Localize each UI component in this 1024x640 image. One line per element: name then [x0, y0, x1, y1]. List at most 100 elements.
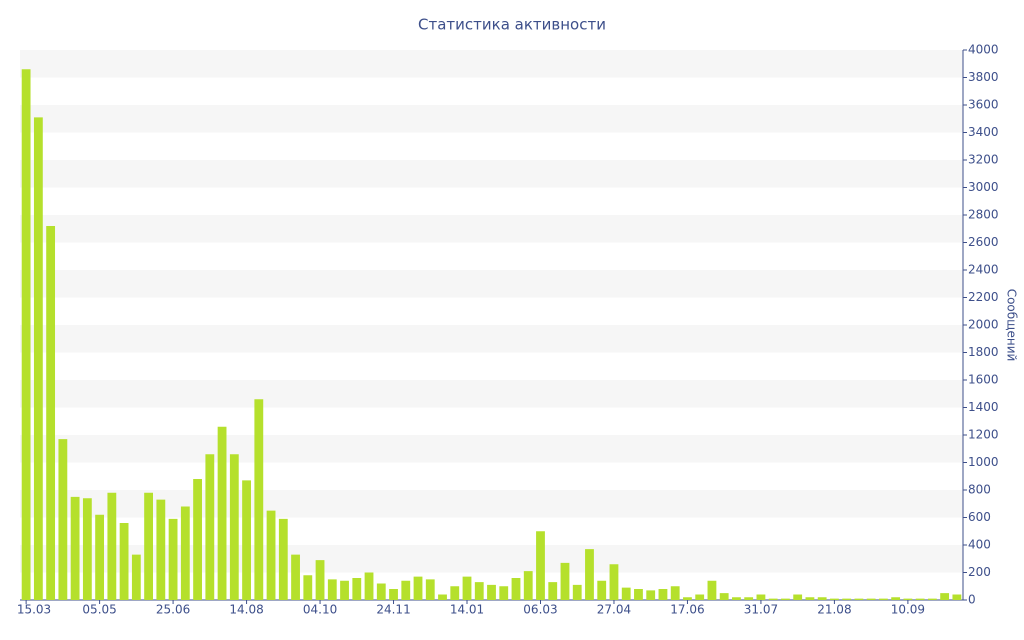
bar: [229, 454, 239, 600]
x-tick-label: 14.08: [229, 603, 263, 617]
bar: [425, 579, 435, 600]
y-tick-label: 2200: [968, 290, 999, 304]
bar: [144, 492, 153, 600]
y-tick-label: 3600: [968, 98, 999, 112]
bar: [450, 586, 460, 600]
bar: [21, 69, 31, 600]
bar: [768, 598, 778, 600]
bar: [82, 498, 92, 600]
bar: [340, 580, 349, 600]
bar: [389, 589, 398, 600]
bar: [915, 598, 925, 600]
y-tick-label: 1400: [968, 400, 999, 414]
bar: [46, 226, 56, 600]
bar: [33, 117, 43, 600]
bar: [156, 499, 166, 600]
y-tick-label: 3800: [968, 70, 999, 84]
bar: [781, 598, 790, 600]
bar: [291, 554, 300, 600]
x-tick-label: 06.03: [523, 603, 557, 617]
bar: [266, 510, 276, 600]
bar: [487, 584, 496, 600]
bar: [927, 598, 937, 600]
y-tick-label: 2400: [968, 263, 999, 277]
bar: [634, 589, 643, 600]
bar: [830, 598, 839, 600]
x-tick-label: 10.09: [891, 603, 925, 617]
bar: [168, 518, 178, 600]
bar: [413, 576, 423, 600]
bar: [499, 586, 509, 600]
grid-band: [20, 490, 963, 518]
bar: [352, 578, 362, 600]
bar: [695, 594, 705, 600]
bar: [658, 589, 668, 600]
bar: [107, 492, 117, 600]
bar: [903, 598, 913, 600]
bar: [670, 586, 680, 600]
x-tick-label: 04.10: [303, 603, 337, 617]
x-tick-label: 15.03: [17, 603, 51, 617]
bar: [572, 584, 582, 600]
y-tick-label: 3400: [968, 125, 999, 139]
x-tick-label: 27.04: [597, 603, 631, 617]
bar: [364, 572, 374, 600]
grid-band: [20, 215, 963, 243]
bar: [609, 564, 619, 600]
bar: [756, 594, 766, 600]
x-tick-label: 31.07: [744, 603, 778, 617]
bar: [585, 549, 594, 600]
bar: [315, 560, 325, 600]
grid-band: [20, 325, 963, 353]
y-tick-label: 3000: [968, 180, 999, 194]
bar: [548, 582, 558, 600]
bar: [597, 580, 607, 600]
y-tick-label: 4000: [968, 43, 999, 57]
bar: [180, 506, 190, 600]
bar: [205, 454, 215, 600]
bar: [523, 571, 533, 600]
y-tick-label: 2000: [968, 318, 999, 332]
grid-band: [20, 160, 963, 188]
bar: [278, 518, 288, 600]
x-tick-label: 14.01: [450, 603, 484, 617]
bar: [793, 594, 803, 600]
y-axis-label: Сообщений: [1005, 289, 1019, 362]
grid-band: [20, 50, 963, 78]
bar: [303, 575, 313, 600]
bar: [474, 582, 484, 600]
bar: [536, 531, 545, 600]
grid-band: [20, 380, 963, 408]
bar: [511, 578, 521, 600]
y-tick-label: 0: [968, 593, 976, 607]
y-tick-label: 200: [968, 565, 991, 579]
bar: [719, 593, 729, 600]
grid-band: [20, 270, 963, 298]
bar: [940, 593, 950, 600]
y-tick-label: 600: [968, 510, 991, 524]
bar: [95, 514, 105, 600]
y-tick-label: 800: [968, 483, 991, 497]
y-tick-label: 2600: [968, 235, 999, 249]
x-tick-label: 21.08: [817, 603, 851, 617]
bar: [707, 580, 717, 600]
y-tick-label: 2800: [968, 208, 999, 222]
y-tick-label: 400: [968, 538, 991, 552]
bar: [217, 426, 227, 600]
x-tick-label: 25.06: [156, 603, 190, 617]
y-tick-label: 1600: [968, 373, 999, 387]
y-tick-label: 1000: [968, 455, 999, 469]
x-tick-label: 17.06: [670, 603, 704, 617]
grid-band: [20, 435, 963, 463]
bar: [254, 399, 264, 600]
bar: [193, 479, 202, 600]
bar: [842, 598, 852, 600]
bar: [854, 598, 864, 600]
bar: [58, 439, 68, 600]
bar: [70, 496, 80, 600]
bar: [462, 576, 472, 600]
bar: [646, 590, 656, 600]
bar: [560, 562, 570, 600]
x-tick-label: 05.05: [82, 603, 116, 617]
x-tick-label: 24.11: [376, 603, 410, 617]
